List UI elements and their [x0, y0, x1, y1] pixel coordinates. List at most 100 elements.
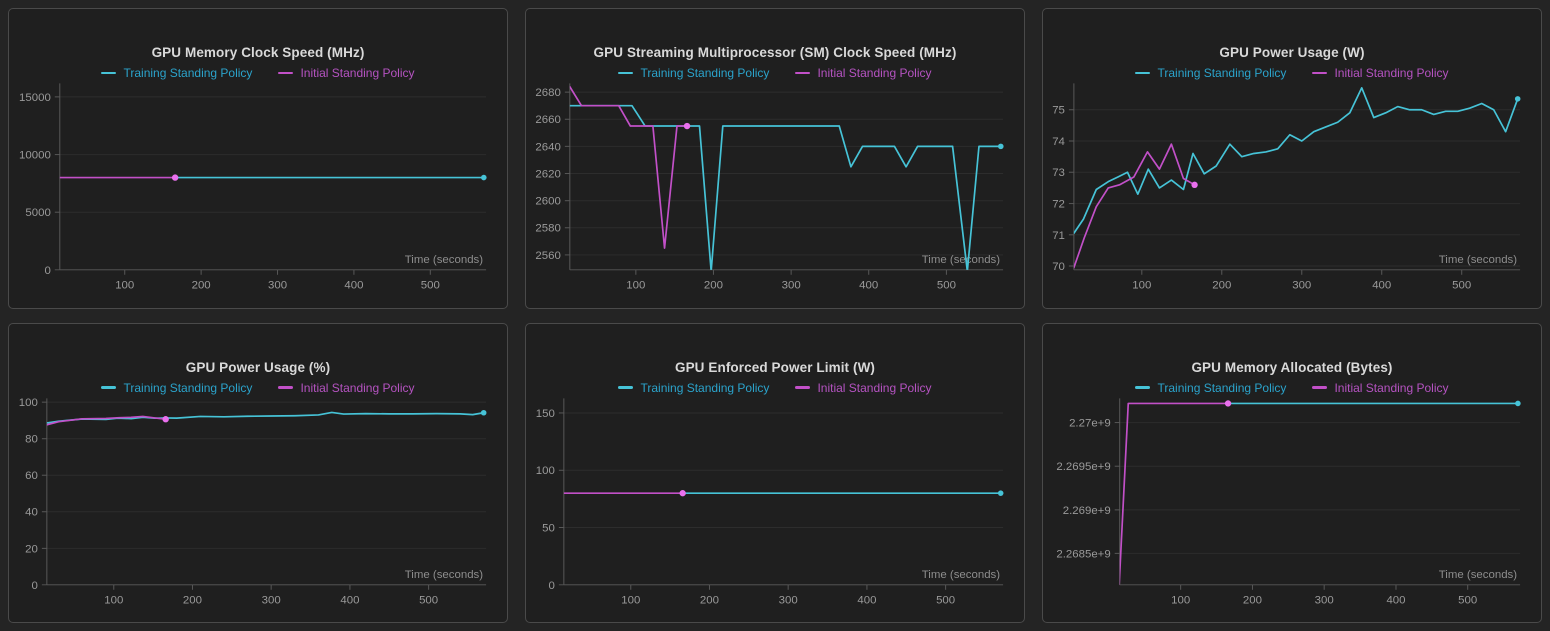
svg-text:200: 200: [700, 594, 719, 606]
svg-text:Time (seconds): Time (seconds): [405, 254, 484, 266]
legend-item-initial[interactable]: Initial Standing Policy: [1312, 380, 1449, 395]
legend-item-initial[interactable]: Initial Standing Policy: [1312, 66, 1449, 80]
svg-text:Time (seconds): Time (seconds): [1439, 568, 1518, 580]
svg-text:70: 70: [1052, 261, 1065, 273]
svg-text:300: 300: [1292, 280, 1311, 292]
legend-dash-training-icon: [618, 386, 634, 389]
svg-text:500: 500: [1452, 280, 1471, 292]
svg-text:2620: 2620: [535, 169, 560, 181]
legend-item-training[interactable]: Training Standing Policy: [618, 381, 769, 395]
legend-dash-initial-icon: [278, 71, 294, 75]
svg-text:300: 300: [262, 594, 281, 606]
svg-text:2640: 2640: [535, 141, 560, 153]
legend-label-initial: Initial Standing Policy: [300, 66, 415, 80]
svg-text:100: 100: [19, 397, 38, 409]
svg-text:200: 200: [183, 594, 202, 606]
svg-text:2600: 2600: [535, 196, 560, 208]
legend-label-training: Training Standing Policy: [1157, 66, 1287, 80]
legend-item-training[interactable]: Training Standing Policy: [1135, 381, 1286, 395]
chart-title: GPU Enforced Power Limit (W): [674, 359, 876, 375]
svg-text:500: 500: [936, 594, 955, 606]
svg-text:100: 100: [621, 594, 640, 606]
svg-text:400: 400: [857, 594, 876, 606]
svg-text:100: 100: [104, 594, 123, 606]
legend-dash-initial-icon: [795, 71, 811, 75]
svg-text:2560: 2560: [535, 250, 560, 262]
legend-label-initial: Initial Standing Policy: [300, 380, 415, 395]
svg-text:300: 300: [782, 280, 801, 292]
svg-text:400: 400: [340, 594, 359, 606]
chart-panel-power-usage-watts: GPU Power Usage (W) Training Standing Po…: [1042, 8, 1542, 309]
legend-dash-initial-icon: [278, 386, 294, 389]
chart-plot-memory-allocated[interactable]: 2.2685e+9 2.269e+9 2.2695e+9 2.27e+9 100 200 3…: [1043, 324, 1541, 623]
svg-text:400: 400: [344, 280, 363, 292]
legend-label-training: Training Standing Policy: [123, 66, 253, 80]
legend-item-initial[interactable]: Initial Standing Policy: [795, 66, 932, 80]
svg-text:400: 400: [1372, 280, 1391, 292]
legend-dash-initial-icon: [1312, 386, 1328, 389]
chart-title: GPU Power Usage (%): [185, 359, 331, 375]
legend-label-initial: Initial Standing Policy: [817, 380, 932, 395]
svg-text:Time (seconds): Time (seconds): [922, 254, 1001, 266]
legend-item-initial[interactable]: Initial Standing Policy: [278, 380, 415, 395]
svg-text:2.27e+9: 2.27e+9: [1069, 417, 1111, 429]
legend-item-training[interactable]: Training Standing Policy: [101, 381, 252, 395]
chart-legend: Training Standing Policy Initial Standin…: [526, 66, 1024, 80]
svg-text:150: 150: [536, 407, 555, 419]
svg-text:400: 400: [1386, 594, 1405, 606]
chart-panel-power-limit: GPU Enforced Power Limit (W) Training St…: [525, 322, 1025, 623]
chart-panel-sm-clock: GPU Streaming Multiprocessor (SM) Clock …: [525, 8, 1025, 309]
legend-dash-training-icon: [101, 386, 117, 389]
legend-label-initial: Initial Standing Policy: [1334, 66, 1449, 80]
svg-text:500: 500: [937, 280, 956, 292]
svg-text:2.2685e+9: 2.2685e+9: [1056, 548, 1110, 560]
chart-plot-power-limit[interactable]: 0 50 100 150 100 200 300 400 500 Time (seconds): [526, 324, 1024, 623]
legend-item-training[interactable]: Training Standing Policy: [101, 66, 252, 80]
legend-label-training: Training Standing Policy: [640, 380, 770, 395]
svg-text:200: 200: [1212, 280, 1231, 292]
chart-panel-memory-allocated: GPU Memory Allocated (Bytes) Training St…: [1042, 322, 1542, 623]
svg-text:200: 200: [1243, 594, 1262, 606]
svg-text:100: 100: [1171, 594, 1190, 606]
svg-text:300: 300: [779, 594, 798, 606]
svg-text:300: 300: [268, 280, 287, 292]
svg-text:60: 60: [25, 470, 38, 482]
svg-text:2660: 2660: [535, 114, 560, 126]
svg-text:0: 0: [549, 579, 555, 591]
chart-plot-sm-clock[interactable]: 2560 2580 2600 2620 2640 2660 2680 100 200 300 400…: [526, 9, 1024, 308]
svg-text:72: 72: [1052, 199, 1065, 211]
svg-text:2.2695e+9: 2.2695e+9: [1056, 461, 1110, 473]
legend-label-initial: Initial Standing Policy: [1334, 380, 1449, 395]
chart-legend: Training Standing Policy Initial Standin…: [1043, 66, 1541, 80]
legend-item-initial[interactable]: Initial Standing Policy: [278, 66, 415, 80]
svg-text:75: 75: [1052, 105, 1065, 117]
svg-text:73: 73: [1052, 167, 1065, 179]
svg-text:500: 500: [419, 594, 438, 606]
chart-legend: Training Standing Policy Initial Standin…: [526, 381, 1024, 395]
svg-text:2.269e+9: 2.269e+9: [1063, 504, 1111, 516]
legend-label-training: Training Standing Policy: [123, 380, 253, 395]
legend-dash-initial-icon: [1312, 71, 1328, 75]
svg-text:80: 80: [25, 433, 38, 445]
svg-text:500: 500: [421, 280, 440, 292]
svg-text:100: 100: [626, 280, 645, 292]
svg-text:Time (seconds): Time (seconds): [405, 568, 484, 580]
chart-title: GPU Streaming Multiprocessor (SM) Clock …: [593, 45, 957, 60]
legend-item-training[interactable]: Training Standing Policy: [1135, 66, 1286, 80]
legend-label-training: Training Standing Policy: [1157, 380, 1287, 395]
legend-dash-training-icon: [1135, 71, 1151, 75]
chart-plot-power-usage-percent[interactable]: 0 20 40 60 80 100 100 200 300 400 500 Time (seconds…: [9, 324, 507, 623]
chart-plot-power-usage-watts[interactable]: 70 71 72 73 74 75 100 200 300 400 500 Time (seconds…: [1043, 9, 1541, 308]
svg-text:74: 74: [1052, 136, 1065, 148]
chart-plot-memory-clock[interactable]: 0 5000 10000 15000 100 200 300 400 500 Time (seco…: [9, 9, 507, 308]
svg-text:20: 20: [25, 543, 38, 555]
svg-text:400: 400: [859, 280, 878, 292]
svg-text:10000: 10000: [19, 150, 51, 162]
svg-text:100: 100: [115, 280, 134, 292]
legend-item-initial[interactable]: Initial Standing Policy: [795, 380, 932, 395]
legend-dash-training-icon: [618, 71, 634, 75]
chart-legend: Training Standing Policy Initial Standin…: [1043, 381, 1541, 395]
legend-item-training[interactable]: Training Standing Policy: [618, 66, 769, 80]
chart-title: GPU Power Usage (W): [1219, 45, 1365, 60]
legend-dash-training-icon: [101, 71, 117, 75]
